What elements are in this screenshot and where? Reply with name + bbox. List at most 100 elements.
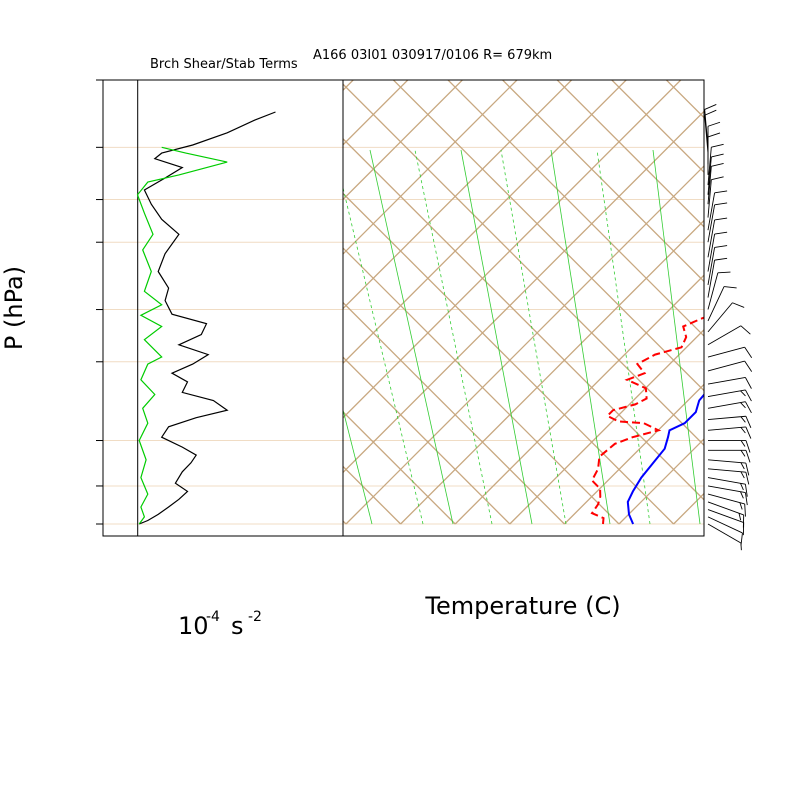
mixing-ratio-line [550, 149, 611, 525]
wind-barbs [704, 104, 753, 551]
dry-adiabat-line [0, 0, 73, 524]
wind-barb [707, 257, 728, 298]
wind-barb-feather [740, 471, 745, 479]
wind-barb-staff [707, 325, 742, 346]
wind-barb-staff [707, 477, 746, 485]
wind-barb-feather [740, 462, 745, 470]
mixing-ratio-line [414, 149, 493, 525]
wind-barb-feather [711, 176, 724, 181]
wind-barb [707, 143, 724, 186]
wind-barb-feather [714, 217, 728, 221]
isotherm-line [343, 80, 682, 419]
dry-adiabat-line [501, 80, 704, 283]
wind-barb-feather [704, 104, 717, 110]
wind-barb [707, 485, 748, 506]
left-series-group [136, 111, 276, 525]
dry-adiabat-line [674, 0, 800, 524]
wind-barb-feather [740, 491, 744, 499]
wind-barb-feather [745, 440, 751, 453]
wind-barb-feather [714, 202, 728, 206]
wind-barb-staff [707, 360, 745, 372]
right-panel-frame [342, 79, 705, 537]
right-panel-title: A166 03I01 030917/0106 R= 679km [313, 48, 552, 63]
wind-barb-feather [744, 484, 748, 497]
wind-barb-staff [707, 286, 725, 322]
wind-barb-staff [707, 516, 743, 534]
isotherm-line [343, 80, 464, 201]
wind-barb [707, 377, 752, 389]
wind-barb-feather [707, 121, 721, 127]
isotherm-line [343, 80, 518, 255]
wind-barb-feather [714, 231, 728, 235]
left-panel-frame [102, 79, 344, 537]
mixing-ratio-line [343, 186, 424, 525]
dry-adiabat-line [565, 0, 800, 524]
wind-barb-staff [704, 109, 709, 148]
wind-barb [707, 360, 753, 372]
isotherm-line [454, 274, 704, 525]
wind-barb-feather [744, 360, 753, 372]
wind-barb-feather [732, 302, 745, 308]
wind-barb-feather [740, 427, 746, 434]
wind-barb [707, 325, 751, 346]
wind-barb-staff [707, 415, 746, 420]
isotherm-line [400, 219, 704, 525]
wind-barb [707, 493, 746, 517]
right-pressure-gridlines [343, 80, 704, 525]
wind-barb-feather [745, 462, 750, 476]
left-xlabel-exponent: -4 [206, 609, 220, 625]
wind-barb [707, 121, 721, 165]
wind-barb-staff [707, 346, 745, 358]
wind-barb-feather [744, 503, 746, 517]
dry-adiabat-line [447, 80, 704, 337]
wind-barb-feather [744, 346, 753, 359]
dry-adiabat-line [343, 465, 402, 525]
wind-barb [707, 162, 724, 205]
wind-barb-staff [707, 426, 746, 431]
wind-barb-staff [707, 204, 716, 243]
wind-barb-staff [707, 468, 746, 473]
wind-barb-staff [707, 302, 733, 333]
wind-barb-staff [707, 501, 744, 516]
wind-barb-feather [711, 162, 724, 167]
isotherm-line [509, 328, 704, 525]
dry-adiabat-line [0, 0, 128, 524]
wind-barb-feather [714, 190, 728, 194]
dry-adiabat-line [343, 301, 565, 525]
dry-adiabat-line [392, 80, 704, 392]
dry-adiabat-line [0, 0, 291, 524]
dry-adiabat-line [0, 0, 237, 524]
wind-barb [707, 459, 750, 476]
wind-barb [707, 245, 728, 285]
dry-adiabat-line [0, 0, 18, 524]
dry-adiabat-line [343, 247, 620, 525]
wind-barb-feather [717, 271, 731, 274]
dry-adiabat-line [556, 80, 704, 228]
wind-barb-staff [707, 459, 746, 464]
isotherm-line [343, 110, 704, 474]
isotherm-line [728, 0, 800, 524]
wind-barb-staff [707, 523, 742, 544]
mixing-ratio-line [460, 149, 533, 525]
wind-barb [707, 231, 728, 272]
wind-barb-staff [707, 509, 744, 523]
wind-barb [707, 426, 752, 439]
isotherm-adiabat-grid [0, 0, 800, 525]
temperature-axis-label: Temperature (C) [424, 592, 620, 620]
wind-barb-feather [745, 389, 752, 402]
skewt-panel [0, 0, 800, 537]
left-y-tick-labels [96, 79, 103, 525]
wind-barb [708, 449, 751, 463]
wind-barb-feather [740, 450, 746, 457]
left-xlabel-base: 10 [178, 612, 209, 640]
wind-barb [707, 516, 743, 546]
left-pressure-gridlines [103, 79, 343, 525]
wind-barb [707, 302, 745, 333]
left-xlabel-unit: s [231, 612, 244, 640]
wind-barb [707, 176, 724, 218]
wind-barb-feather [724, 286, 737, 289]
dry-adiabat-line [343, 410, 456, 525]
wind-barb-feather [714, 245, 728, 248]
wind-barb [707, 271, 731, 310]
